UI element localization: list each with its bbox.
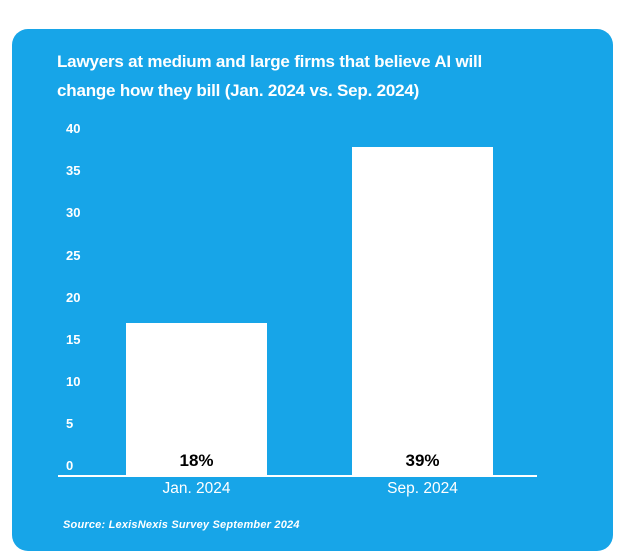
y-axis-tick-label: 0 (66, 458, 74, 473)
y-axis-tick-label: 5 (66, 415, 74, 431)
x-axis-label-sep-2024: Sep. 2024 (387, 480, 458, 497)
bar-jan-2024: 18% (126, 323, 267, 475)
chart-title: Lawyers at medium and large firms that b… (57, 47, 557, 105)
y-axis-tick-label: 10 (66, 373, 81, 389)
chart-card: Lawyers at medium and large firms that b… (12, 29, 613, 551)
y-axis-tick-label: 20 (66, 289, 81, 305)
chart-title-line-1: Lawyers at medium and large firms that b… (57, 52, 483, 71)
y-axis-tick-label: 40 (66, 121, 81, 137)
x-axis-label-jan-2024: Jan. 2024 (162, 480, 231, 497)
y-axis-tick-label: 30 (66, 205, 81, 221)
bar-value-label-jan-2024: 18% (179, 450, 214, 470)
bar-sep-2024: 39% (352, 146, 493, 475)
y-axis-tick-label: 25 (66, 247, 81, 263)
y-axis-tick-label: 35 (66, 163, 81, 179)
bar-value-label-sep-2024: 39% (405, 450, 440, 470)
source-note: Source: LexisNexis Survey September 2024 (63, 519, 300, 531)
y-axis-tick-label: 15 (66, 331, 81, 347)
x-axis-line (58, 475, 537, 477)
chart-title-line-2: change how they bill (Jan. 2024 vs. Sep.… (57, 81, 420, 100)
